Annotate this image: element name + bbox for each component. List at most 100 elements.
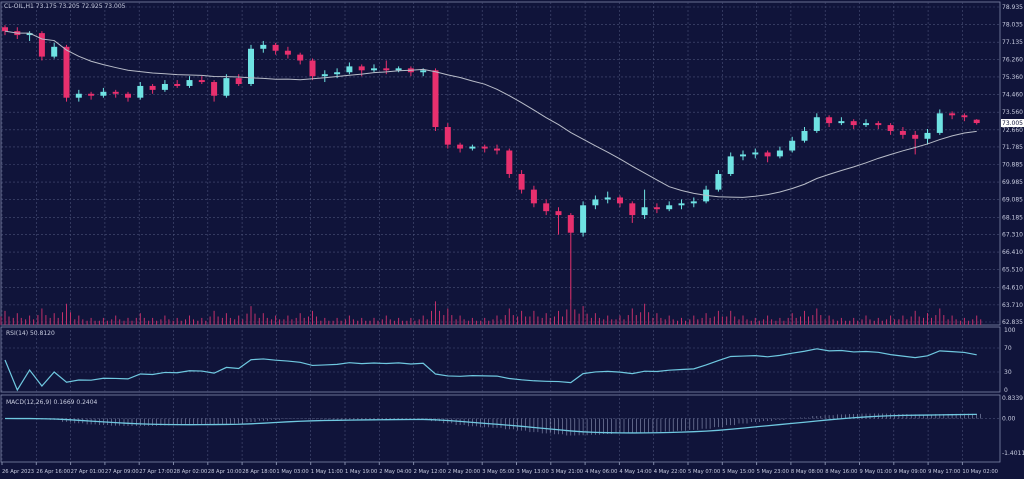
- rsi-tick-label: 70: [1004, 345, 1012, 352]
- candle-body: [432, 70, 439, 128]
- candle-body: [936, 113, 943, 133]
- moving-average-line: [4, 30, 977, 198]
- candle-body: [149, 85, 156, 90]
- candle-body: [973, 119, 980, 124]
- symbol-label: CL-OIL,H1 73.175 73.205 72.925 73.005: [4, 3, 126, 10]
- candle-body: [346, 66, 353, 73]
- rsi-tick-label: 0: [1004, 387, 1008, 394]
- candle-body: [838, 121, 845, 124]
- pane-border: [0, 394, 1001, 463]
- time-tick-label: 3 May 05:00: [482, 469, 514, 475]
- time-tick-label: 8 May 08:00: [791, 469, 823, 475]
- candle-body: [297, 54, 304, 61]
- rsi-line: [4, 348, 977, 392]
- candle-body: [420, 70, 427, 73]
- candle-body: [260, 44, 267, 49]
- candle-body: [272, 44, 279, 51]
- symbol-name: CL-OIL,H1: [4, 3, 34, 10]
- candle-body: [161, 83, 168, 90]
- candle-body: [666, 205, 673, 210]
- candles: [2, 25, 980, 300]
- candle-body: [875, 123, 882, 126]
- grid: [0, 1, 1001, 463]
- candle-body: [186, 80, 193, 86]
- macd-tick-label: 0.8339: [1002, 395, 1023, 402]
- time-tick-label: 2 May 20:00: [448, 469, 480, 475]
- candle-body: [395, 68, 402, 71]
- candle-body: [617, 197, 623, 204]
- candle-body: [764, 152, 771, 157]
- time-tick-label: 27 Apr 01:00: [71, 469, 105, 475]
- time-tick-label: 5 May 23:00: [757, 469, 789, 475]
- time-tick-label: 9 May 17:00: [928, 469, 960, 475]
- candle-body: [321, 74, 328, 77]
- macd-label: MACD(12,26,9) 0.1669 0.2404: [6, 399, 98, 406]
- candle-body: [629, 203, 636, 216]
- pane-border: [0, 326, 1001, 393]
- time-tick-label: 4 May 14:00: [619, 469, 651, 475]
- candle-body: [223, 78, 230, 96]
- candle-body: [912, 134, 919, 139]
- time-tick-label: 28 Apr 18:00: [242, 469, 276, 475]
- time-tick-label: 3 May 13:00: [517, 469, 549, 475]
- time-tick-label: 5 May 15:00: [722, 469, 754, 475]
- candle-body: [727, 156, 734, 174]
- candle-body: [38, 33, 45, 57]
- time-tick-label: 27 Apr 09:00: [105, 469, 139, 475]
- candle-body: [63, 46, 70, 98]
- price-tick-label: 71.785: [1002, 144, 1023, 151]
- price-tick-label: 64.610: [1002, 284, 1023, 291]
- price-tick-label: 63.710: [1002, 302, 1023, 309]
- candle-body: [248, 48, 254, 84]
- macd-signal-line: [4, 413, 977, 434]
- candle-body: [469, 146, 476, 149]
- candle-body: [100, 91, 107, 96]
- candle-body: [555, 211, 562, 216]
- current-price-label: 73.005: [1002, 120, 1023, 127]
- macd-tick-label: 0.00: [1002, 416, 1016, 423]
- candle-body: [174, 83, 181, 86]
- candle-body: [235, 78, 242, 84]
- candle-body: [2, 27, 8, 32]
- candle-body: [75, 93, 82, 98]
- price-tick-label: 74.460: [1002, 92, 1023, 99]
- price-tick-label: 70.885: [1002, 162, 1023, 169]
- time-tick-label: 1 May 11:00: [311, 469, 343, 475]
- price-tick-label: 78.035: [1002, 22, 1023, 29]
- price-tick-label: 75.360: [1002, 74, 1023, 81]
- time-tick-label: 28 Apr 02:00: [174, 469, 208, 475]
- time-tick-label: 27 Apr 17:00: [139, 469, 173, 475]
- time-tick-label: 9 May 01:00: [860, 469, 892, 475]
- candle-body: [715, 173, 722, 190]
- price-tick-label: 65.510: [1002, 267, 1023, 274]
- rsi-pane[interactable]: 100 70 30 0: [1, 327, 1016, 394]
- time-tick-label: 2 May 04:00: [379, 469, 411, 475]
- time-tick-label: 4 May 06:00: [585, 469, 617, 475]
- candle-body: [740, 154, 746, 157]
- macd-pane[interactable]: 0.8339 0.00 -1.4011: [1, 395, 1024, 457]
- candle-body: [457, 144, 464, 149]
- candle-body: [88, 93, 95, 96]
- time-tick-label: 9 May 09:00: [894, 469, 926, 475]
- candle-body: [309, 60, 316, 77]
- price-tick-label: 69.985: [1002, 179, 1023, 186]
- price-tick-label: 67.310: [1002, 231, 1023, 238]
- candle-body: [961, 115, 968, 118]
- price-tick-label: 62.835: [1002, 319, 1023, 326]
- candle-body: [604, 197, 611, 200]
- candle-body: [112, 91, 119, 94]
- price-tick-label: 72.660: [1002, 127, 1023, 134]
- candle-body: [444, 127, 451, 145]
- candle-body: [813, 117, 820, 131]
- candle-body: [125, 93, 131, 98]
- time-tick-label: 5 May 07:00: [688, 469, 720, 475]
- candle-body: [51, 46, 58, 57]
- candle-body: [506, 150, 513, 174]
- current-price-marker: [1001, 119, 1024, 128]
- time-tick-label: 10 May 02:00: [962, 469, 998, 475]
- candle-body: [567, 215, 574, 233]
- candle-body: [198, 80, 205, 83]
- candle-body: [481, 146, 488, 149]
